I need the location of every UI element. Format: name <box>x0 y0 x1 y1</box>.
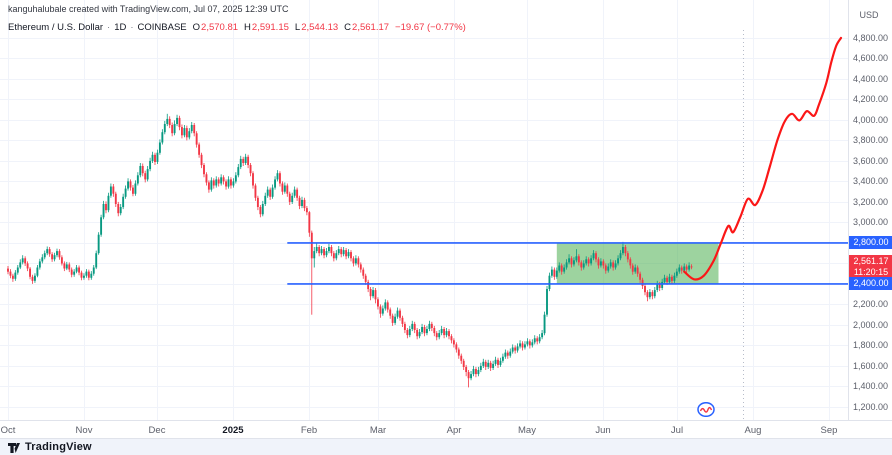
symbol-name[interactable]: Ethereum / U.S. Dollar <box>8 22 104 33</box>
time-tick-label: Sep <box>820 425 838 436</box>
chart-canvas[interactable] <box>0 0 848 420</box>
projection-line[interactable] <box>683 36 843 281</box>
legend-separator: · <box>130 22 134 33</box>
time-tick-label: Aug <box>744 425 762 436</box>
price-tick-label: 4,200.00 <box>853 94 889 104</box>
price-tick-label: 3,200.00 <box>853 197 889 207</box>
sticker-badge <box>697 401 715 418</box>
currency-label: USD <box>859 10 879 20</box>
price-tick-label: 1,400.00 <box>853 381 889 391</box>
open-label: O <box>192 22 201 33</box>
bar-countdown: 11:20:15 <box>853 267 889 277</box>
tradingview-wordmark[interactable]: TradingView <box>25 441 92 453</box>
price-tick-label: 2,000.00 <box>853 320 889 330</box>
price-tick-label: 1,200.00 <box>853 402 889 412</box>
price-tick-label: 3,800.00 <box>853 135 889 145</box>
chart-pane[interactable]: kanguhalubale created with TradingView.c… <box>0 0 848 420</box>
tradingview-logo-icon[interactable] <box>7 440 21 454</box>
price-tick-label: 1,600.00 <box>853 361 889 371</box>
price-label-upper-level[interactable]: 2,800.00 <box>849 236 892 249</box>
time-tick-label: Apr <box>446 425 462 436</box>
price-tick-label: 2,200.00 <box>853 299 889 309</box>
change-value: −19.67 (−0.77%) <box>395 22 466 33</box>
price-tick-label: 4,600.00 <box>853 53 889 63</box>
price-tick-label: 4,800.00 <box>853 33 889 43</box>
time-axis[interactable]: Oct Nov Dec 2025 Feb Mar Apr May Jun Jul Aug Sep <box>0 420 892 439</box>
time-tick-label: May <box>518 425 536 436</box>
last-price-value: 2,561.17 <box>853 256 889 266</box>
price-tick-label: 3,400.00 <box>853 176 889 186</box>
exchange-label[interactable]: COINBASE <box>137 22 187 33</box>
price-tick-label: 3,000.00 <box>853 217 889 227</box>
time-tick-label: Mar <box>369 425 387 436</box>
attribution-text: kanguhalubale created with TradingView.c… <box>8 4 289 14</box>
close-label: C <box>344 22 352 33</box>
time-tick-label: Feb <box>300 425 318 436</box>
time-tick-label: Jun <box>595 425 611 436</box>
last-price-label: 2,561.17 11:20:15 <box>849 255 892 278</box>
low-label: L <box>294 22 301 33</box>
high-label: H <box>244 22 251 33</box>
time-tick-label: 2025 <box>222 425 244 436</box>
time-tick-label: Nov <box>75 425 93 436</box>
price-tick-label: 4,000.00 <box>853 115 889 125</box>
time-tick-label: Dec <box>148 425 166 436</box>
legend-separator: · <box>107 22 111 33</box>
symbol-legend[interactable]: Ethereum / U.S. Dollar · 1D · COINBASE O… <box>8 22 466 33</box>
price-tick-label: 1,800.00 <box>853 340 889 350</box>
footer-bar: TradingView <box>0 438 892 455</box>
open-value: 2,570.81 <box>201 22 239 33</box>
close-value: 2,561.17 <box>352 22 390 33</box>
price-tick-label: 3,600.00 <box>853 156 889 166</box>
time-tick-label: Oct <box>0 425 16 436</box>
low-value: 2,544.13 <box>301 22 339 33</box>
high-value: 2,591.15 <box>251 22 289 33</box>
price-axis[interactable]: USD 2,800.00 2,561.17 11:20:15 2,400.00 … <box>848 0 892 420</box>
interval-label[interactable]: 1D <box>114 22 127 33</box>
time-tick-label: Jul <box>670 425 684 436</box>
price-tick-label: 4,400.00 <box>853 74 889 84</box>
price-label-lower-level[interactable]: 2,400.00 <box>849 277 892 290</box>
candles <box>7 113 693 388</box>
